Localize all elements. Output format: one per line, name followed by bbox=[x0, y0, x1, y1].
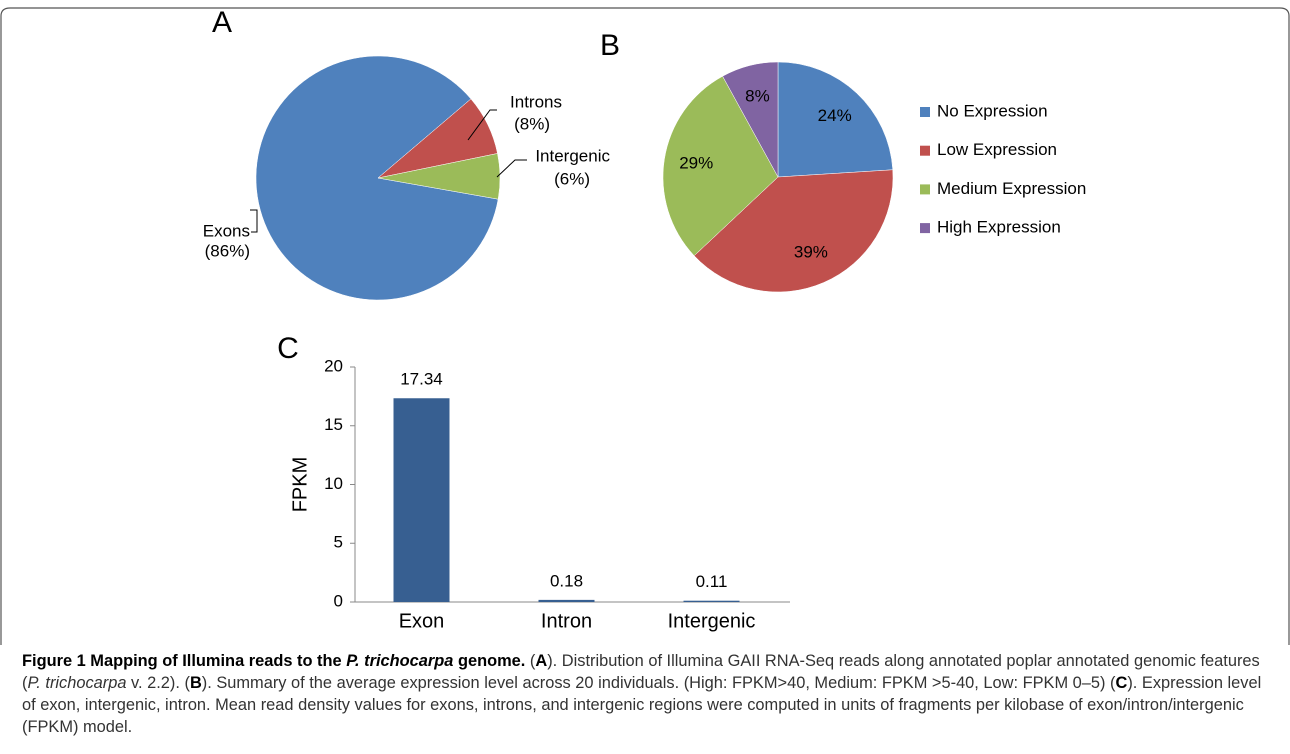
caption-run: P. trichocarpa bbox=[346, 652, 453, 670]
y-tick-label: 15 bbox=[324, 415, 343, 434]
value-label: 8% bbox=[745, 86, 770, 105]
legend-swatch bbox=[920, 223, 930, 234]
caption-run: ). Expression level of exon, intergenic,… bbox=[22, 674, 1262, 736]
value-label: 24% bbox=[818, 106, 852, 125]
slice-label: Introns bbox=[510, 92, 562, 111]
caption-run: P. trichocarpa bbox=[27, 674, 127, 692]
y-axis-label: FPKM bbox=[289, 457, 311, 513]
legend-swatch bbox=[920, 107, 930, 117]
caption-run: ). Summary of the average expression lev… bbox=[201, 674, 1116, 692]
panel-label: B bbox=[600, 29, 620, 62]
slice-label: Exons bbox=[203, 221, 250, 240]
panel-label: C bbox=[277, 332, 299, 365]
legend-label: No Expression bbox=[937, 101, 1048, 120]
caption-run: ( bbox=[525, 652, 536, 670]
x-tick-label: Intron bbox=[541, 610, 592, 632]
pie-slice bbox=[722, 61, 779, 178]
value-label: (6%) bbox=[554, 169, 590, 188]
bar bbox=[538, 599, 595, 602]
legend-swatch bbox=[920, 145, 930, 156]
x-tick-label: Intergenic bbox=[668, 610, 756, 632]
y-tick-label: 0 bbox=[334, 591, 343, 610]
caption-run: Figure 1 Mapping of Illumina reads to th… bbox=[22, 652, 347, 670]
legend-label: Medium Expression bbox=[937, 179, 1086, 198]
bar bbox=[393, 398, 450, 602]
slice-label: Intergenic bbox=[535, 146, 610, 165]
figure-frame bbox=[0, 7, 1290, 645]
pie-slice bbox=[693, 169, 894, 293]
x-tick-label: Exon bbox=[399, 610, 445, 632]
value-label: (86%) bbox=[205, 241, 250, 260]
value-label: 29% bbox=[679, 154, 713, 173]
caption-run: v. 2.2). ( bbox=[126, 674, 190, 692]
caption-run: A bbox=[535, 652, 548, 670]
caption-run: genome. bbox=[453, 652, 526, 670]
value-label: 17.34 bbox=[400, 370, 443, 389]
value-label: (8%) bbox=[514, 114, 550, 133]
y-tick-label: 20 bbox=[324, 356, 343, 375]
figure: A Exons(86%) Introns (8%) Intergenic (6%) B 24%… bbox=[0, 6, 1290, 645]
leader-line bbox=[467, 109, 497, 141]
pie-slice bbox=[255, 55, 499, 301]
y-tick-label: 10 bbox=[324, 474, 343, 493]
pie-slice bbox=[777, 61, 894, 178]
leader-line bbox=[496, 159, 527, 178]
caption-run: ). Distribution of Illumina GAII RNA-Seq… bbox=[22, 652, 1260, 692]
value-label: 0.18 bbox=[550, 571, 583, 590]
caption-run: P. trichocarpa bbox=[346, 652, 454, 670]
leader-line bbox=[250, 209, 258, 233]
caption: Figure 1 Mapping of Illumina reads to th… bbox=[22, 650, 1274, 738]
caption-run: C bbox=[1115, 674, 1128, 692]
value-label: 39% bbox=[794, 242, 828, 261]
pie-slice bbox=[377, 153, 501, 200]
legend-swatch bbox=[920, 184, 930, 195]
legend-label: Low Expression bbox=[937, 140, 1057, 159]
pie-slice bbox=[662, 75, 779, 257]
y-tick-label: 5 bbox=[334, 533, 343, 552]
value-label: 0.11 bbox=[696, 572, 728, 591]
caption-run: B bbox=[189, 674, 202, 692]
bar bbox=[683, 600, 740, 602]
legend-label: High Expression bbox=[937, 218, 1061, 237]
panel-label: A bbox=[212, 6, 232, 39]
